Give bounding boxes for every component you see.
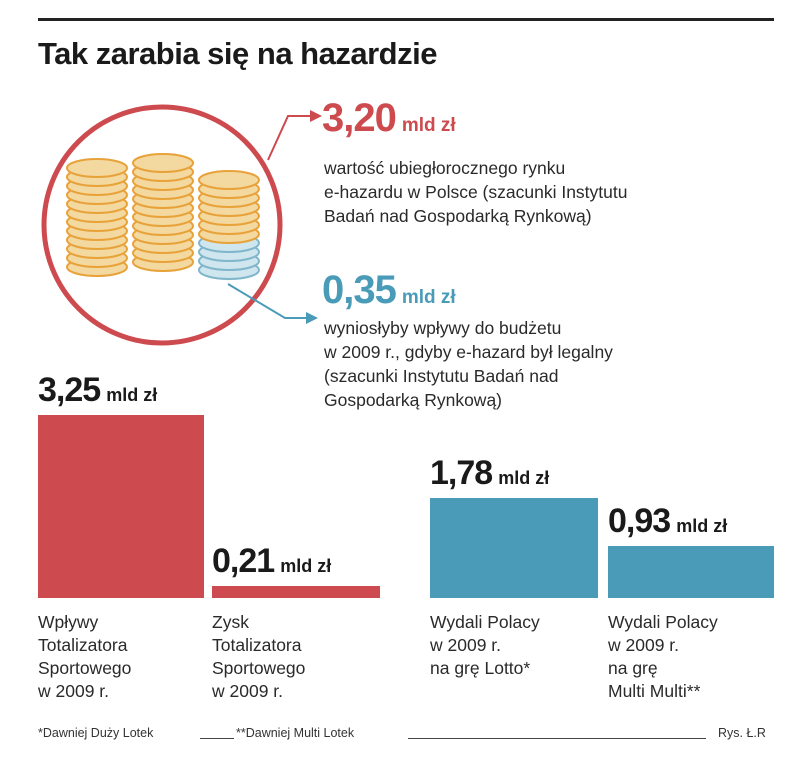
- desc-line: Badań nad Gospodarką Rynkową): [324, 206, 592, 226]
- desc-line: w 2009 r., gdyby e-hazard był legalny: [324, 342, 613, 362]
- arrow-red-head: [310, 110, 322, 122]
- stat-market-number: 3,20: [322, 96, 397, 140]
- bar-value-number: 3,25: [38, 371, 101, 409]
- desc-line: e-hazardu w Polsce (szacunki Instytutu: [324, 182, 628, 202]
- coin: [132, 153, 194, 173]
- coin: [198, 170, 260, 190]
- bar-category-line: Multi Multi**: [608, 681, 701, 701]
- desc-line: wartość ubiegłorocznego rynku: [324, 158, 566, 178]
- arrow-blue-head: [306, 312, 318, 324]
- stat-market-value: 3,20 mld zł: [322, 96, 456, 141]
- coin-stacks: [66, 153, 260, 280]
- bar-value-unit: mld zł: [106, 385, 158, 405]
- bar-value-number: 1,78: [430, 454, 493, 492]
- stat-budget-number: 0,35: [322, 268, 397, 312]
- footer-note-2: **Dawniej Multi Lotek: [236, 726, 355, 740]
- bar-value-label: 0,93 mld zł: [608, 502, 727, 541]
- bar-category-line: Sportowego: [38, 658, 132, 678]
- bar-value-label: 0,21 mld zł: [212, 542, 331, 581]
- bar-category-label: Wydali Polacy w 2009 r. na grę Lotto*: [430, 611, 540, 680]
- bar-category-line: Wydali Polacy: [608, 612, 718, 632]
- arrow-blue-line: [227, 283, 308, 319]
- stat-budget-value: 0,35 mld zł: [322, 268, 456, 313]
- bar-category-line: Wpływy: [38, 612, 99, 632]
- bar-category-line: w 2009 r.: [212, 681, 284, 701]
- arrow-red-line: [267, 115, 312, 161]
- bar-value-unit: mld zł: [498, 468, 550, 488]
- stat-budget-desc: wyniosłyby wpływy do budżetu w 2009 r., …: [324, 316, 613, 412]
- bar-category-label: Wpływy Totalizatora Sportowego w 2009 r.: [38, 611, 131, 703]
- bar-category-line: Sportowego: [212, 658, 306, 678]
- page-title: Tak zarabia się na hazardzie: [38, 36, 437, 71]
- bar-category-line: na grę: [608, 658, 658, 678]
- bar-value-unit: mld zł: [676, 516, 728, 536]
- bar-value-unit: mld zł: [280, 556, 332, 576]
- bar-category-label: Wydali Polacy w 2009 r. na grę Multi Multi*…: [608, 611, 718, 703]
- desc-line: wyniosłyby wpływy do budżetu: [324, 318, 562, 338]
- bar-3: [430, 498, 598, 598]
- bar-4: [608, 546, 774, 598]
- bar-value-label: 3,25 mld zł: [38, 371, 157, 410]
- highlight-circle: [41, 104, 283, 346]
- stat-market-desc: wartość ubiegłorocznego rynku e-hazardu …: [324, 156, 627, 228]
- footer-line: [408, 738, 706, 739]
- coin: [66, 158, 128, 178]
- bar-category-line: Totalizatora: [212, 635, 302, 655]
- top-rule: [38, 18, 774, 21]
- bar-category-line: Zysk: [212, 612, 249, 632]
- bar-category-line: na grę Lotto*: [430, 658, 531, 678]
- bar-category-label: Zysk Totalizatora Sportowego w 2009 r.: [212, 611, 305, 703]
- bar-category-line: w 2009 r.: [430, 635, 502, 655]
- desc-line: (szacunki Instytutu Badań nad: [324, 366, 559, 386]
- bar-category-line: w 2009 r.: [38, 681, 110, 701]
- bar-category-line: Totalizatora: [38, 635, 128, 655]
- bar-value-label: 1,78 mld zł: [430, 454, 549, 493]
- bar-value-number: 0,93: [608, 502, 671, 540]
- footer-note-1: *Dawniej Duży Lotek: [38, 726, 154, 740]
- footer-line: [200, 738, 234, 739]
- bar-category-line: w 2009 r.: [608, 635, 680, 655]
- bar-1: [38, 415, 204, 598]
- bar-2: [212, 586, 380, 598]
- stat-market-unit: mld zł: [401, 115, 456, 136]
- footer-credit: Rys. Ł.R: [718, 726, 766, 740]
- stat-budget-unit: mld zł: [401, 287, 456, 308]
- bar-value-number: 0,21: [212, 542, 275, 580]
- bar-category-line: Wydali Polacy: [430, 612, 540, 632]
- desc-line: Gospodarką Rynkową): [324, 390, 502, 410]
